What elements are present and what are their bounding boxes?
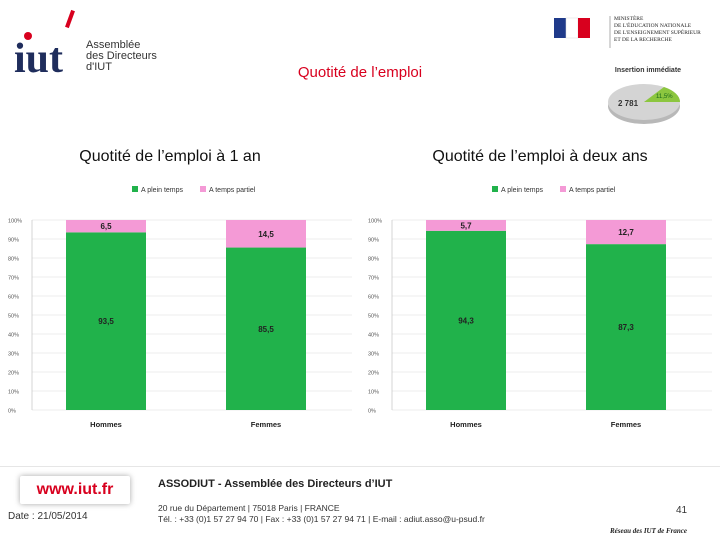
y-tick-label: 80% <box>368 257 379 263</box>
legend-label: A temps partiel <box>209 187 256 194</box>
ministry-name: Ministère de l'éducation nationale de l'… <box>614 16 714 44</box>
footer-address: 20 rue du Département | 75018 Paris | FR… <box>158 503 340 513</box>
y-tick-label: 10% <box>8 390 19 396</box>
legend-swatch <box>492 186 498 192</box>
bar-segment <box>426 220 506 231</box>
logo-caption-line: d'IUT <box>86 61 112 73</box>
chart-two-years: A plein temps A temps partiel 0% 10% 20% 30% 4… <box>368 186 712 429</box>
y-tick-label: 20% <box>368 371 379 377</box>
data-label: 5,7 <box>460 221 472 230</box>
page-number: 41 <box>676 505 688 516</box>
y-tick-label: 40% <box>8 333 19 339</box>
y-tick-label: 30% <box>8 352 19 358</box>
y-tick-label: 80% <box>8 257 19 263</box>
ministry-logo <box>554 16 611 48</box>
flag-red <box>578 18 590 38</box>
data-label: 94,3 <box>458 316 474 325</box>
data-label: 93,5 <box>98 317 114 326</box>
y-tick-label: 50% <box>8 314 19 320</box>
data-label: 6,5 <box>100 222 112 231</box>
pie-label-big: 2 781 <box>618 99 639 108</box>
ministry-line: de l'éducation nationale <box>614 23 692 29</box>
y-tick-label: 30% <box>368 352 379 358</box>
bar-segment <box>586 244 666 410</box>
bar-segment <box>66 220 146 233</box>
ministry-line: et de la recherche <box>614 37 672 43</box>
logo-caption: Assemblée des Directeurs d'IUT <box>86 40 166 73</box>
bar-segment <box>226 247 306 410</box>
y-tick-label: 10% <box>368 390 379 396</box>
y-tick-label: 100% <box>8 219 22 225</box>
logo-accent <box>65 9 75 29</box>
logo-caption-line: Assemblée <box>86 39 141 51</box>
y-tick-label: 100% <box>368 219 382 225</box>
bar-segment <box>426 230 506 410</box>
legend-swatch <box>200 186 206 192</box>
flag-blue <box>554 18 566 38</box>
footer-organization: ASSODIUT - Assemblée des Directeurs d’IU… <box>158 478 393 490</box>
legend-label: A plein temps <box>141 187 184 194</box>
bar-segment <box>66 232 146 410</box>
chart-one-year: A plein temps A temps partiel 0% 10% 20% 30% 4… <box>8 186 352 429</box>
footer-divider <box>0 466 720 467</box>
network-tagline: Réseau des IUT de France <box>610 527 687 535</box>
ministry-line: Ministère <box>614 16 644 22</box>
data-label: 14,5 <box>258 230 274 239</box>
category-label: Femmes <box>251 420 281 429</box>
y-tick-label: 70% <box>368 276 379 282</box>
iut-logo: iut <box>14 9 75 78</box>
category-label: Femmes <box>611 420 641 429</box>
y-tick-label: 70% <box>8 276 19 282</box>
inset-pie-chart: 2 781 11,5% <box>608 84 681 124</box>
y-tick-label: 0% <box>368 409 376 415</box>
y-tick-label: 20% <box>8 371 19 377</box>
footer-date: Date : 21/05/2014 <box>8 511 88 522</box>
y-tick-label: 90% <box>8 238 19 244</box>
logo-caption-line: des Directeurs <box>86 50 157 62</box>
data-label: 12,7 <box>618 228 634 237</box>
page-title: Quotité de l’emploi <box>297 64 423 81</box>
y-tick-label: 60% <box>368 295 379 301</box>
website-link[interactable]: www.iut.fr <box>20 476 130 504</box>
ministry-line: de l'enseignement supérieur <box>614 30 701 36</box>
data-label: 87,3 <box>618 323 634 332</box>
pie-slice-small <box>644 87 681 102</box>
chart-2-title: Quotité de l’emploi à deux ans <box>432 148 648 165</box>
legend-swatch <box>560 186 566 192</box>
category-label: Hommes <box>450 420 482 429</box>
y-tick-label: 40% <box>368 333 379 339</box>
y-tick-label: 60% <box>8 295 19 301</box>
y-tick-label: 90% <box>368 238 379 244</box>
flag-white <box>565 17 579 39</box>
data-label: 85,5 <box>258 325 274 334</box>
y-tick-label: 50% <box>368 314 379 320</box>
inset-title: Insertion immédiate <box>614 67 682 74</box>
pie-label-small: 11,5% <box>656 94 673 100</box>
legend-label: A temps partiel <box>569 187 616 194</box>
y-tick-label: 0% <box>8 409 16 415</box>
bar-segment <box>586 220 666 245</box>
legend-swatch <box>132 186 138 192</box>
logo-word: iut <box>14 36 63 78</box>
legend-label: A plein temps <box>501 187 544 194</box>
chart-1-title: Quotité de l’emploi à 1 an <box>79 148 261 165</box>
bar-segment <box>226 220 306 248</box>
logo-dot <box>24 32 32 40</box>
category-label: Hommes <box>90 420 122 429</box>
footer-contact: Tél. : +33 (0)1 57 27 94 70 | Fax : +33 … <box>158 514 485 524</box>
